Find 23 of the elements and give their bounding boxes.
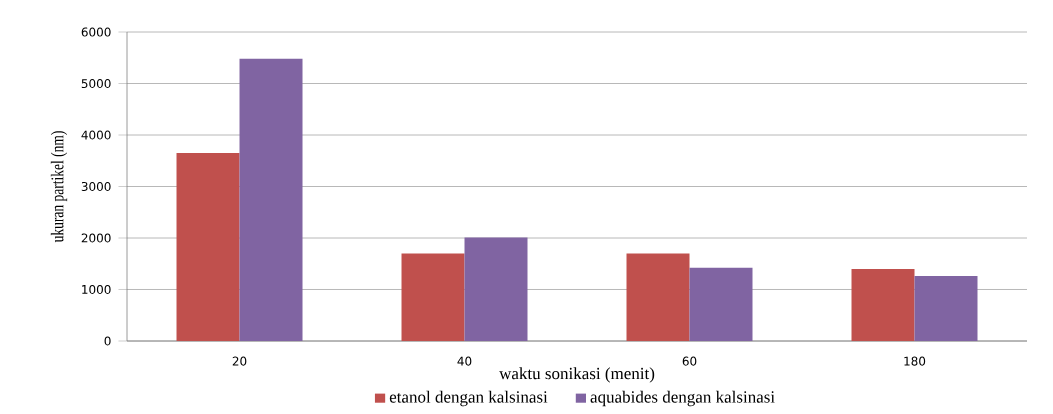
bar [689, 267, 753, 341]
legend-label: aquabides dengan kalsinasi [590, 390, 775, 407]
bar [626, 253, 690, 341]
x-tick-label: 180 [904, 356, 926, 366]
y-tick-label: 1000 [82, 284, 111, 295]
y-tick-label: 0 [104, 336, 111, 346]
x-tick-label: 20 [232, 356, 247, 366]
y-axis-title: ukuran partikel (nm) [50, 131, 68, 243]
y-tick-label: 2000 [81, 233, 111, 243]
bar [239, 58, 303, 341]
y-tick-label: 4000 [81, 130, 111, 140]
bar [401, 253, 465, 341]
bar [176, 153, 240, 341]
x-tick-label: 60 [682, 356, 697, 366]
y-tick-label: 5000 [81, 78, 111, 89]
bar [851, 268, 915, 341]
bar [914, 276, 978, 341]
bar [464, 237, 528, 341]
y-tick-label: 6000 [81, 27, 111, 37]
y-tick-label: 3000 [81, 181, 111, 192]
legend-label: etanol dengan kalsinasi [389, 390, 548, 407]
x-tick-label: 40 [457, 356, 472, 366]
x-axis-title: waktu sonikasi (menit) [499, 367, 655, 383]
